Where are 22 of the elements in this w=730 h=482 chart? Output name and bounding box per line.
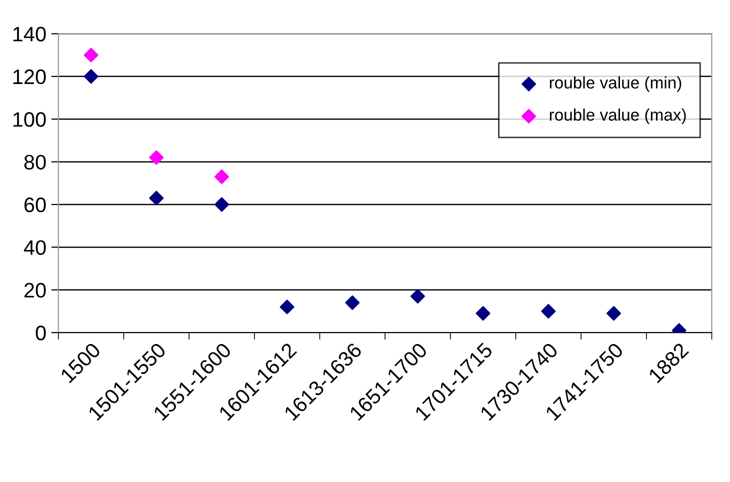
- y-tick-label: 100: [13, 112, 46, 127]
- y-tick-label: 140: [13, 26, 46, 42]
- point: [345, 295, 360, 310]
- y-tick-label: 40: [24, 240, 46, 255]
- point: [149, 190, 164, 206]
- point: [149, 150, 164, 165]
- legend-label: rouble value (min): [550, 76, 682, 92]
- point: [84, 69, 98, 84]
- y-tick-label: 0: [36, 326, 46, 340]
- point: [476, 306, 490, 321]
- y-tick-label: 120: [13, 69, 46, 84]
- point: [606, 306, 622, 321]
- point: [410, 289, 426, 304]
- point: [84, 48, 98, 62]
- y-tick-label: 60: [24, 198, 46, 212]
- point: [280, 300, 294, 314]
- point: [214, 169, 230, 184]
- point: [214, 197, 230, 212]
- legend-label: rouble value (max): [550, 108, 686, 124]
- y-tick-label: 20: [24, 282, 46, 298]
- y-tick-label: 80: [24, 154, 46, 170]
- point: [541, 304, 556, 319]
